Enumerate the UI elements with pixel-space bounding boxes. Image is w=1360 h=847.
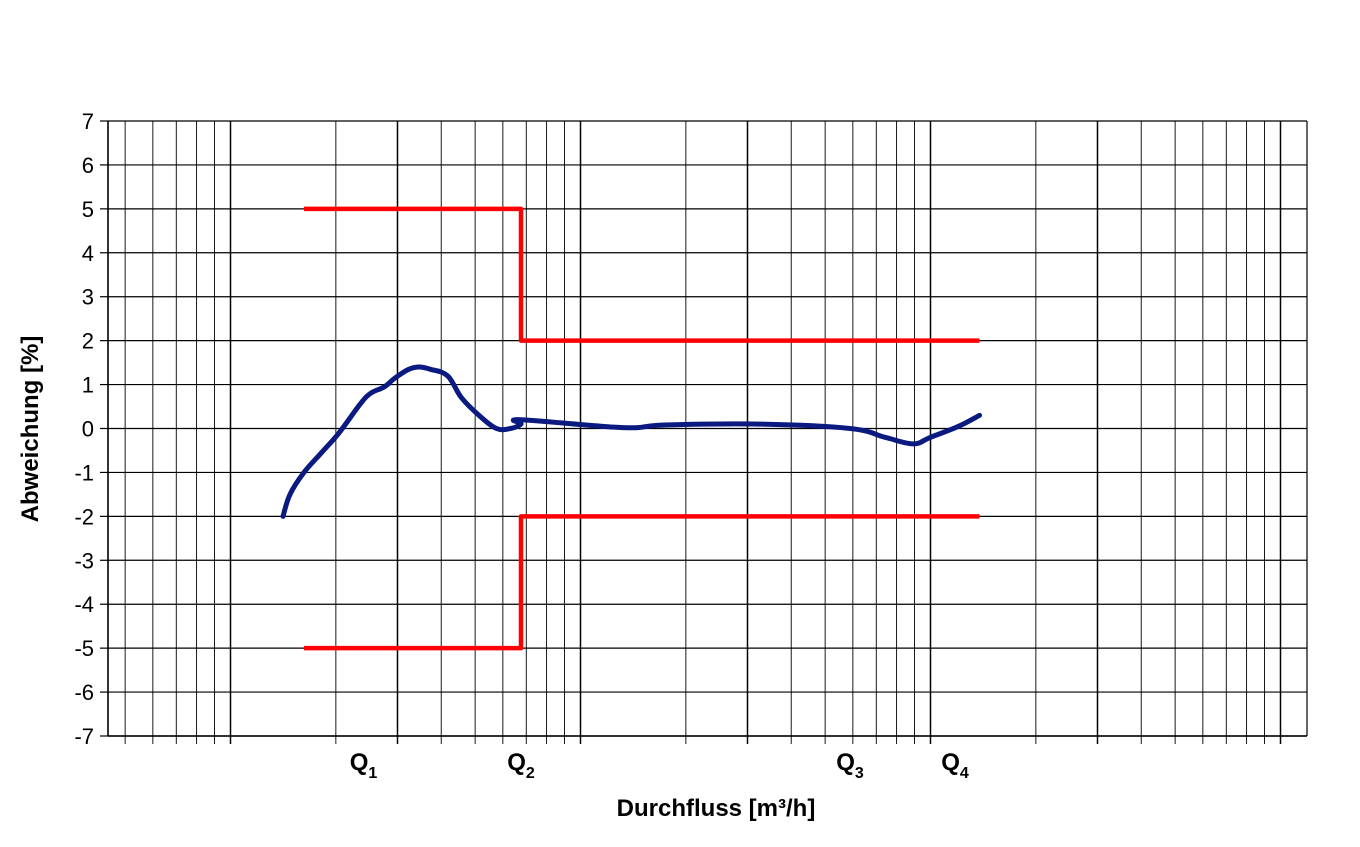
y-tick-labels: 7 6 5 4 3 2 1 0 -1 -2 -3 -4 -5 -6 -7 xyxy=(74,109,94,749)
y-tick-label: 1 xyxy=(82,373,94,398)
flow-marker-subscript: 1 xyxy=(368,765,377,782)
y-tick-label: 5 xyxy=(82,197,94,222)
flow-marker-subscript: 2 xyxy=(526,765,535,782)
y-tick-label: 4 xyxy=(82,241,94,266)
flow-marker-subscript: 3 xyxy=(855,765,864,782)
flow-markers: Q1 Q2 Q3 Q4 xyxy=(350,749,969,782)
y-tick-label: -6 xyxy=(74,680,94,705)
series xyxy=(280,206,982,651)
measured-deviation-line xyxy=(280,364,982,519)
lower-limit-line xyxy=(304,514,980,651)
y-tick-label: -5 xyxy=(74,636,94,661)
upper-limit-line xyxy=(304,206,980,343)
y-tick-label: -7 xyxy=(74,724,94,749)
flow-marker-letter: Q xyxy=(941,749,960,776)
y-tick-label: 7 xyxy=(82,109,94,134)
y-tick-label: 3 xyxy=(82,285,94,310)
flow-marker-label: Q2 xyxy=(507,749,535,782)
y-tick-label: 0 xyxy=(82,417,94,442)
y-axis-title: Abweichung [%] xyxy=(17,336,44,523)
flow-marker-label: Q1 xyxy=(350,749,378,782)
flow-marker-letter: Q xyxy=(836,749,855,776)
y-tick-label: -1 xyxy=(74,460,94,485)
flow-marker-letter: Q xyxy=(507,749,526,776)
flow-marker-letter: Q xyxy=(350,749,369,776)
y-tick-label: 2 xyxy=(82,329,94,354)
flow-marker-label: Q3 xyxy=(836,749,864,782)
y-tick-label: -2 xyxy=(74,504,94,529)
y-tick-label: -3 xyxy=(74,548,94,573)
flow-marker-subscript: 4 xyxy=(960,765,969,782)
x-axis-title: Durchfluss [m³/h] xyxy=(617,795,816,822)
flow-marker-label: Q4 xyxy=(941,749,969,782)
y-tick-label: 6 xyxy=(82,153,94,178)
y-tick-label: -4 xyxy=(74,592,94,617)
